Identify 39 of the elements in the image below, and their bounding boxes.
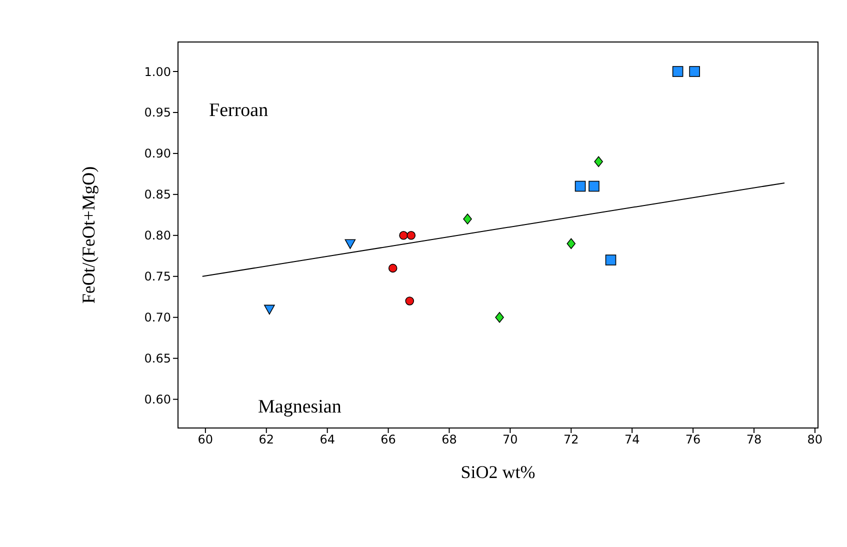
- point: [495, 312, 504, 323]
- y-tick-label: 0.95: [144, 106, 171, 120]
- point: [399, 231, 408, 240]
- x-tick-label: 60: [198, 432, 214, 447]
- point: [388, 264, 398, 273]
- x-tick-label: 70: [502, 432, 518, 447]
- y-tick-label: 0.60: [144, 392, 171, 407]
- x-tick-label: 64: [320, 432, 335, 447]
- x-tick-label: 68: [442, 432, 457, 447]
- point: [594, 156, 603, 168]
- y-tick-label: 0.80: [144, 228, 171, 243]
- point: [344, 239, 356, 250]
- y-tick-label: 0.70: [144, 310, 171, 325]
- x-axis-title: SiO2 wt%: [460, 462, 536, 482]
- x-tick-label: 80: [807, 432, 823, 447]
- point: [672, 66, 684, 77]
- y-tick-label: 0.75: [144, 270, 171, 284]
- y-tick-label: 0.65: [144, 352, 171, 366]
- x-tick-label: 76: [685, 432, 701, 447]
- point: [406, 231, 416, 240]
- point: [463, 214, 472, 224]
- y-tick-label: 1.00: [144, 64, 171, 79]
- x-tick-label: 66: [380, 432, 396, 447]
- annotation: Magnesian: [258, 396, 342, 418]
- y-tick-label: 0.85: [144, 188, 171, 202]
- point: [588, 180, 600, 192]
- point: [689, 66, 700, 77]
- x-tick-label: 72: [564, 432, 579, 447]
- point: [566, 238, 576, 250]
- point: [574, 180, 586, 192]
- y-tick-label: 0.90: [144, 146, 171, 161]
- x-tick-label: 62: [258, 432, 274, 447]
- point: [605, 254, 616, 266]
- x-tick-label: 78: [746, 432, 762, 447]
- point: [405, 296, 414, 306]
- point: [264, 304, 275, 315]
- annotation: Ferroan: [209, 100, 269, 122]
- x-tick-label: 74: [624, 432, 640, 447]
- y-axis-title: FeOt/(FeOt+MgO): [78, 166, 98, 304]
